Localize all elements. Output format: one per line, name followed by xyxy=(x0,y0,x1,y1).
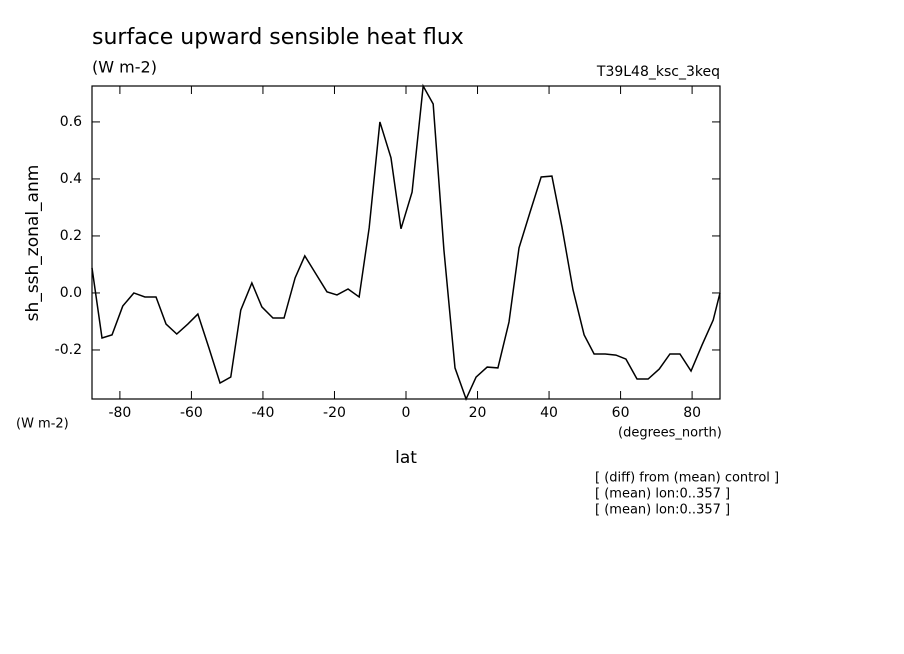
x-tick-label: 80 xyxy=(683,405,701,421)
x-tick-label: -40 xyxy=(252,405,275,421)
data-line xyxy=(91,83,721,401)
y-tick-label: 0.0 xyxy=(60,285,82,301)
x-tick-label: -20 xyxy=(323,405,346,421)
x-tick-label: 0 xyxy=(402,405,411,421)
note: [ (diff) from (mean) control ] xyxy=(595,471,779,486)
x-tick-label: 60 xyxy=(612,405,630,421)
subtitle: (W m-2) xyxy=(92,58,157,77)
y-tick-label: 0.4 xyxy=(60,171,82,187)
note: [ (mean) lon:0..357 ] xyxy=(595,503,730,518)
x-units: (degrees_north) xyxy=(618,426,722,441)
y-tick-label: 0.2 xyxy=(60,228,82,244)
x-tick-label: 40 xyxy=(540,405,558,421)
x-tick-label: -80 xyxy=(108,405,131,421)
run-label: T39L48_ksc_3keq xyxy=(596,64,720,80)
x-tick-label: -60 xyxy=(180,405,203,421)
y-axis-label: sh_ssh_zonal_anm xyxy=(23,165,43,322)
x-axis-label: lat xyxy=(395,448,417,468)
y-units: (W m-2) xyxy=(16,417,69,432)
chart-title: surface upward sensible heat flux xyxy=(92,25,464,50)
y-tick-label: -0.2 xyxy=(55,342,82,358)
y-tick-label: 0.6 xyxy=(60,114,82,130)
x-tick-label: 20 xyxy=(469,405,487,421)
plot-frame xyxy=(91,85,721,400)
note: [ (mean) lon:0..357 ] xyxy=(595,487,730,502)
